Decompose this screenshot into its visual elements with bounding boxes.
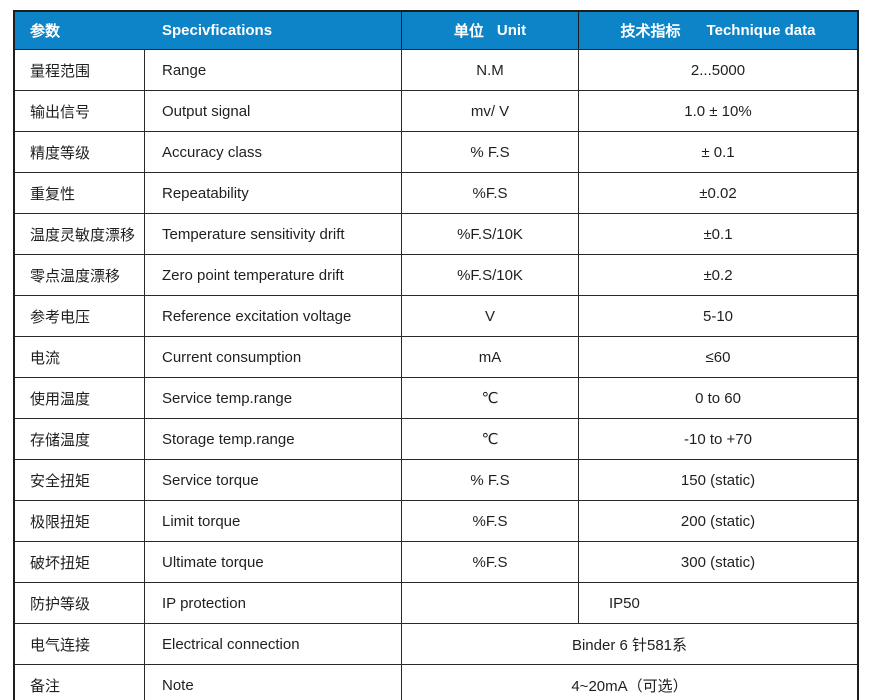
spec-cell: Temperature sensitivity drift: [145, 214, 402, 254]
param-cell: 参考电压: [15, 296, 145, 336]
spec-cell: Accuracy class: [145, 132, 402, 172]
param-cell: 量程范围: [15, 50, 145, 90]
unit-cell: % F.S: [402, 460, 579, 500]
table-row: 温度灵敏度漂移 Temperature sensitivity drift %F…: [15, 214, 857, 255]
param-cell: 防护等级: [15, 583, 145, 623]
unit-cell: %F.S: [402, 173, 579, 213]
header-unit-en: Unit: [496, 22, 527, 39]
param-cell: 温度灵敏度漂移: [15, 214, 145, 254]
value-cell-merged: Binder 6 针581系: [571, 636, 688, 654]
spec-cell: Output signal: [145, 91, 402, 131]
spec-table: 参数 Specivfications 单位 Unit 技术指标 Techniqu…: [13, 10, 859, 700]
spec-cell: Repeatability: [145, 173, 402, 213]
spec-cell: Service torque: [145, 460, 402, 500]
param-cell: 输出信号: [15, 91, 145, 131]
table-row: 输出信号 Output signal mv/ V 1.0 ± 10%: [15, 91, 857, 132]
param-cell: 电气连接: [15, 624, 145, 664]
header-specifications-label: Specivfications: [162, 22, 273, 39]
value-cell: ±0.02: [699, 184, 737, 202]
param-cell: 备注: [15, 665, 145, 700]
value-cell: IP50: [609, 594, 640, 612]
table-row: 零点温度漂移 Zero point temperature drift %F.S…: [15, 255, 857, 296]
unit-cell: ℃: [402, 378, 579, 418]
header-unit-cn: 单位: [453, 23, 484, 40]
value-cell: 2...5000: [690, 61, 746, 79]
unit-cell: N.M: [402, 50, 579, 90]
value-cell: 5-10: [702, 307, 734, 325]
value-cell-merged: 4~20mA（可选）: [571, 677, 688, 695]
param-cell: 电流: [15, 337, 145, 377]
table-row: 参考电压 Reference excitation voltage V 5-10: [15, 296, 857, 337]
param-cell: 重复性: [15, 173, 145, 213]
param-cell: 安全扭矩: [15, 460, 145, 500]
unit-cell: ℃: [402, 419, 579, 459]
param-cell: 破坏扭矩: [15, 542, 145, 582]
header-technique-data: 技术指标 Technique data: [579, 12, 857, 49]
table-row: 存储温度 Storage temp.range ℃ -10 to +70: [15, 419, 857, 460]
spec-cell: Reference excitation voltage: [145, 296, 402, 336]
table-row: 极限扭矩 Limit torque %F.S 200 (static): [15, 501, 857, 542]
spec-cell: Storage temp.range: [145, 419, 402, 459]
table-row: 电流 Current consumption mA ≤60: [15, 337, 857, 378]
param-cell: 精度等级: [15, 132, 145, 172]
value-cell: ±0.1: [703, 225, 733, 243]
header-tech-cn: 技术指标: [620, 23, 681, 40]
param-cell: 存储温度: [15, 419, 145, 459]
spec-cell: Electrical connection: [145, 624, 402, 664]
value-cell: 300 (static): [680, 553, 756, 571]
unit-cell: V: [402, 296, 579, 336]
spec-cell: Range: [145, 50, 402, 90]
unit-cell: mA: [402, 337, 579, 377]
table-row: 精度等级 Accuracy class % F.S ± 0.1: [15, 132, 857, 173]
spec-cell: Service temp.range: [145, 378, 402, 418]
spec-cell: Limit torque: [145, 501, 402, 541]
unit-cell: %F.S/10K: [402, 255, 579, 295]
value-cell: ± 0.1: [701, 143, 735, 161]
value-cell: -10 to +70: [684, 430, 752, 448]
spec-cell: Note: [145, 665, 402, 700]
value-cell: ±0.2: [703, 266, 733, 284]
param-cell: 零点温度漂移: [15, 255, 145, 295]
unit-cell: % F.S: [402, 132, 579, 172]
param-cell: 极限扭矩: [15, 501, 145, 541]
spec-cell: IP protection: [145, 583, 402, 623]
table-row: 破坏扭矩 Ultimate torque %F.S 300 (static): [15, 542, 857, 583]
table-row: 使用温度 Service temp.range ℃ 0 to 60: [15, 378, 857, 419]
unit-cell: %F.S/10K: [402, 214, 579, 254]
spec-cell: Current consumption: [145, 337, 402, 377]
value-cell: 200 (static): [680, 512, 756, 530]
table-row: 安全扭矩 Service torque % F.S 150 (static): [15, 460, 857, 501]
header-specifications: Specivfications: [145, 12, 402, 49]
header-param-label: 参数: [30, 23, 61, 40]
table-header-row: 参数 Specivfications 单位 Unit 技术指标 Techniqu…: [15, 12, 857, 50]
unit-cell: mv/ V: [402, 91, 579, 131]
table-row: 防护等级 IP protection IP50: [15, 583, 857, 624]
value-cell: 1.0 ± 10%: [684, 102, 752, 120]
table-row: 备注 Note 4~20mA（可选）: [15, 665, 857, 700]
header-param: 参数: [15, 12, 145, 49]
param-cell: 使用温度: [15, 378, 145, 418]
table-row: 量程范围 Range N.M 2...5000: [15, 50, 857, 91]
value-cell: 150 (static): [680, 471, 756, 489]
value-cell: ≤60: [705, 348, 731, 366]
unit-cell: [402, 583, 579, 623]
header-unit: 单位 Unit: [402, 12, 579, 49]
table-row: 电气连接 Electrical connection Binder 6 针581…: [15, 624, 857, 665]
table-row: 重复性 Repeatability %F.S ±0.02: [15, 173, 857, 214]
unit-cell: %F.S: [402, 501, 579, 541]
spec-cell: Ultimate torque: [145, 542, 402, 582]
header-tech-en: Technique data: [706, 22, 816, 39]
spec-cell: Zero point temperature drift: [145, 255, 402, 295]
unit-cell: %F.S: [402, 542, 579, 582]
value-cell: 0 to 60: [695, 389, 741, 407]
